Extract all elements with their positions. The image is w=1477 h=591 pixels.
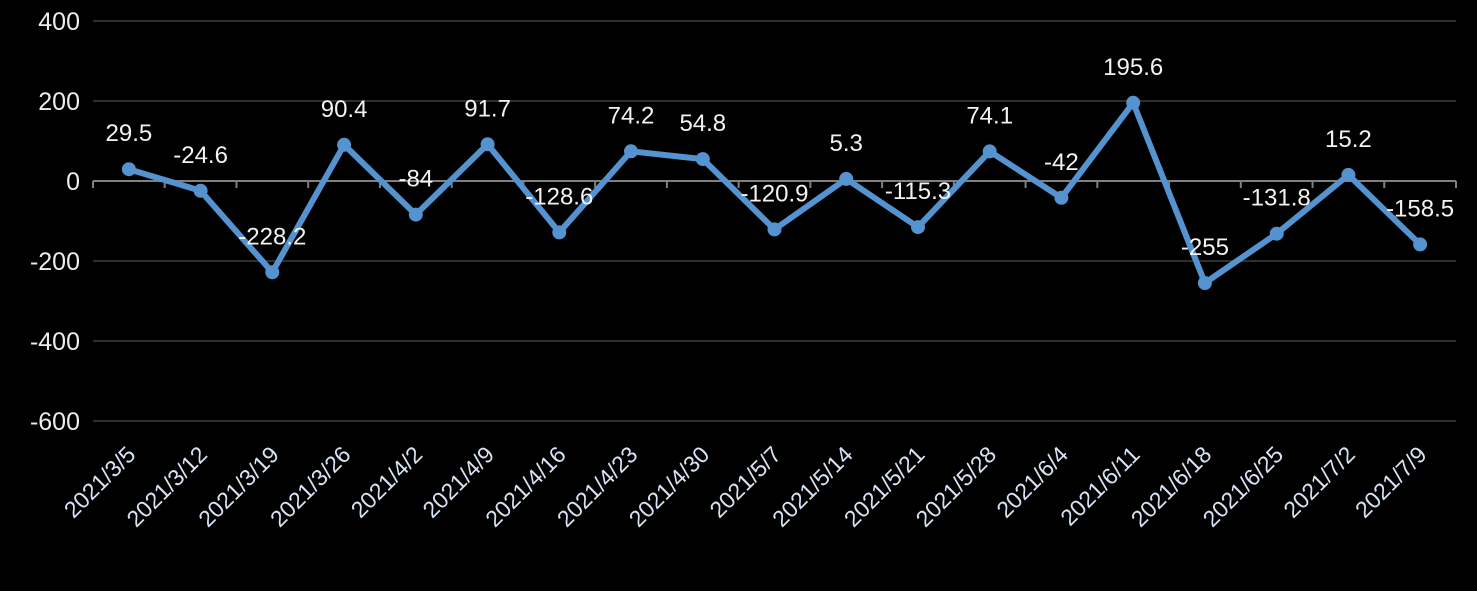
data-point-label: 29.5 [106,120,153,147]
data-point-label: -120.9 [740,180,808,207]
y-tick-label: -400 [30,328,80,356]
data-point-label: 74.1 [966,102,1013,129]
data-point-label: -84 [398,166,433,193]
data-point-marker [1126,95,1141,110]
data-point-marker [1269,226,1284,241]
data-point-label: 195.6 [1103,54,1163,81]
data-point-marker [839,171,854,186]
data-point-label: -131.8 [1243,185,1311,212]
data-point-marker [480,137,495,152]
gridlines-group [93,20,1456,422]
data-point-marker [1413,237,1428,252]
data-point-label: -228.2 [238,223,306,250]
y-tick-label: -200 [30,248,80,276]
y-tick-label: 0 [66,168,80,196]
data-point-marker [1197,276,1212,290]
data-point-label: 90.4 [321,96,368,123]
data-point-marker [337,137,352,152]
x-tick-label: 2021/7/2 [1278,441,1360,523]
y-tick-label: -600 [30,408,80,436]
data-point-marker [695,152,710,167]
data-point-label: 54.8 [679,110,726,137]
data-point-label: -128.6 [525,183,593,210]
data-point-label: -24.6 [173,142,228,169]
data-point-marker [1054,190,1069,205]
data-point-label: -42 [1044,149,1079,176]
data-point-label: 91.7 [464,95,511,122]
y-axis-labels-group: 400 200 0 -200 -400 -600 [30,8,80,436]
data-point-marker [911,220,925,235]
data-point-marker [767,222,782,237]
data-point-label: -158.5 [1386,195,1454,222]
data-point-marker [982,144,997,159]
data-point-marker [1341,167,1356,182]
data-point-marker [624,144,638,159]
data-point-label: -115.3 [885,178,951,205]
data-point-marker [121,162,136,177]
data-point-label: 15.2 [1325,126,1372,153]
data-labels-group: 29.5 -24.6 -228.2 90.4 -84 91.7 -128.6 74.2 54.8… [106,54,1455,261]
x-tick-label: 2021/7/9 [1350,441,1432,523]
data-point-marker [552,225,567,240]
y-tick-label: 400 [38,8,80,36]
data-point-label: -255 [1181,234,1229,261]
data-point-marker [193,183,208,198]
data-point-marker [408,207,423,222]
y-tick-label: 200 [38,88,80,116]
data-point-label: 74.2 [608,102,655,129]
data-point-marker [265,265,280,280]
x-axis-labels-group: 2021/3/52021/3/122021/3/192021/3/262021/… [59,441,1432,532]
x-tick-label: 2021/4/2 [346,441,428,523]
series-group [121,95,1428,290]
data-point-label: 5.3 [830,130,863,157]
